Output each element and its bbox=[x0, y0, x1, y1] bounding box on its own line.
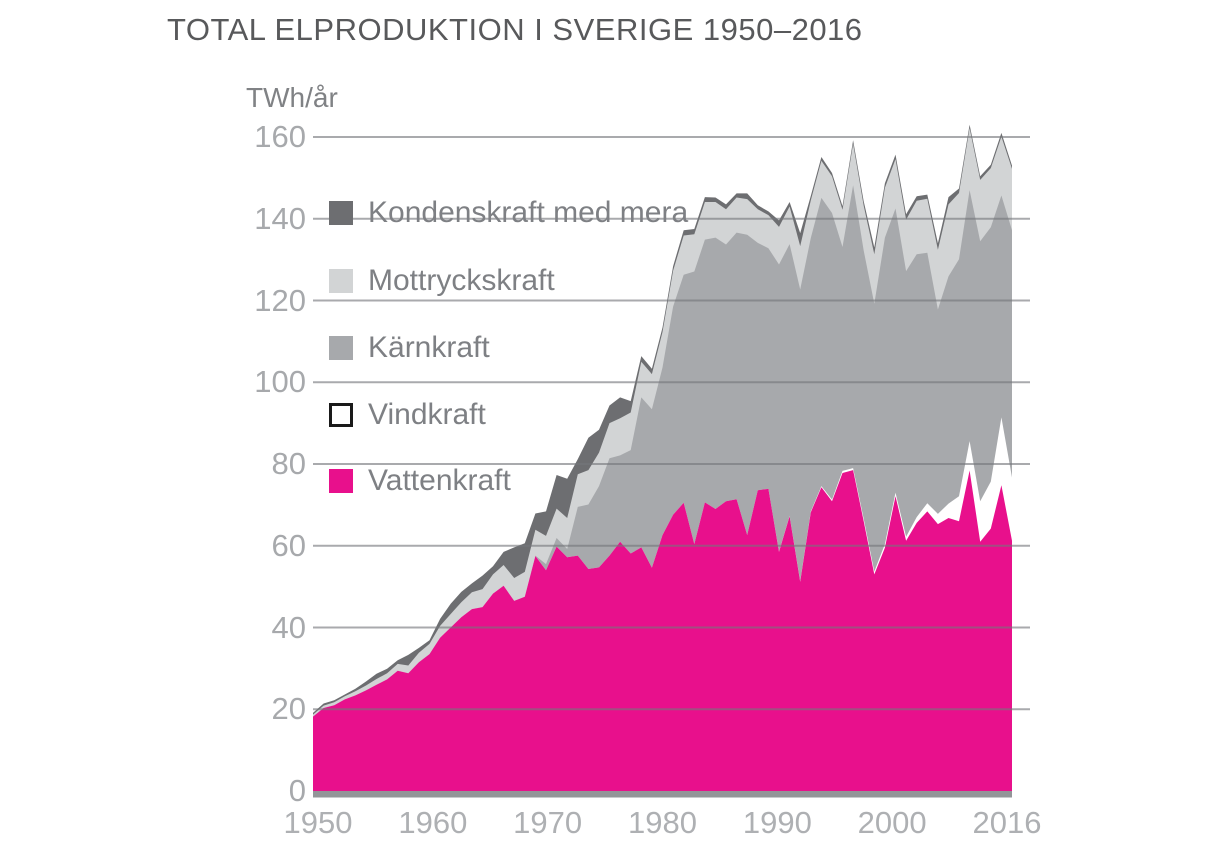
y-axis-unit-label: TWh/år bbox=[246, 82, 338, 113]
legend-swatch-icon bbox=[329, 269, 353, 293]
legend-label: Kondenskraft med mera bbox=[368, 196, 689, 229]
area-vattenkraft bbox=[313, 470, 1012, 791]
x-tick-label-2000: 2000 bbox=[857, 805, 927, 840]
gridlines bbox=[313, 136, 1030, 711]
legend-item-vattenkraft: Vattenkraft bbox=[329, 461, 511, 501]
x-tick-label-1960: 1960 bbox=[398, 805, 468, 840]
x-tick-label-1970: 1970 bbox=[513, 805, 583, 840]
legend-label: Vattenkraft bbox=[368, 464, 511, 497]
x-axis-baseline bbox=[313, 791, 1012, 798]
y-tick-label-140: 140 bbox=[254, 200, 306, 236]
y-tick-label-100: 100 bbox=[254, 364, 306, 400]
y-tick-label-20: 20 bbox=[271, 691, 306, 727]
x-tick-label-1950: 1950 bbox=[283, 805, 353, 840]
legend-swatch-icon bbox=[329, 201, 353, 225]
chart-title: TOTAL ELPRODUKTION I SVERIGE 1950–2016 bbox=[167, 12, 863, 47]
legend-swatch-icon bbox=[329, 403, 353, 427]
legend-item-kondenskraft-med-mera: Kondenskraft med mera bbox=[329, 193, 688, 233]
legend-label: Kärnkraft bbox=[368, 331, 490, 364]
y-tick-label-80: 80 bbox=[271, 446, 306, 481]
legend-swatch-icon bbox=[329, 336, 353, 360]
y-tick-label-120: 120 bbox=[254, 282, 306, 318]
x-tick-label-2016: 2016 bbox=[972, 805, 1042, 840]
legend-label: Mottryckskraft bbox=[368, 264, 555, 297]
x-tick-label-1990: 1990 bbox=[742, 805, 812, 840]
x-tick-label-1980: 1980 bbox=[628, 805, 697, 840]
y-tick-label-40: 40 bbox=[271, 609, 306, 645]
y-tick-label-0: 0 bbox=[288, 773, 306, 808]
legend-swatch-icon bbox=[329, 469, 353, 493]
legend-item-vindkraft: Vindkraft bbox=[329, 395, 486, 435]
y-tick-label-60: 60 bbox=[271, 527, 306, 563]
legend-label: Vindkraft bbox=[368, 398, 486, 431]
y-tick-label-160: 160 bbox=[254, 119, 306, 154]
legend-item-k-rnkraft: Kärnkraft bbox=[329, 328, 490, 368]
legend-item-mottryckskraft: Mottryckskraft bbox=[329, 261, 555, 301]
